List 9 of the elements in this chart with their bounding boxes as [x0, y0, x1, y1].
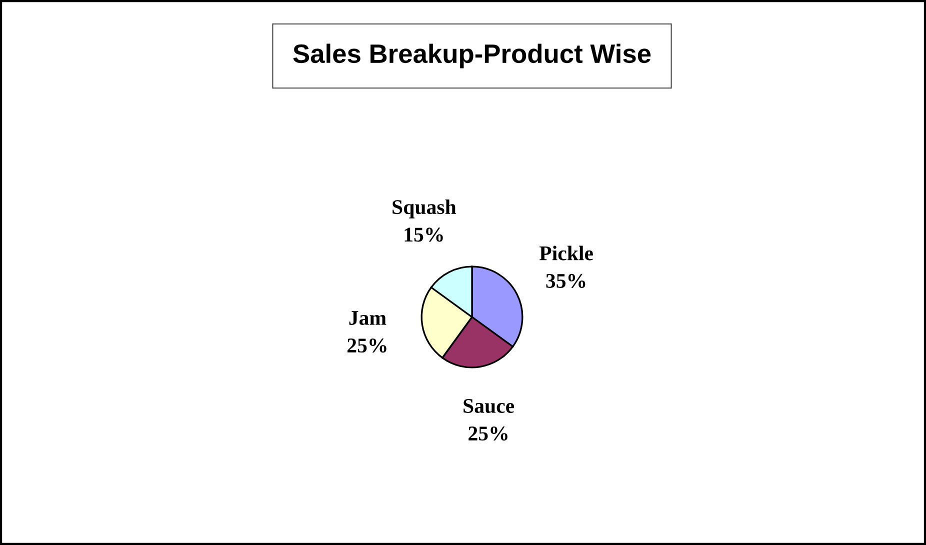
- chart-title: Sales Breakup-Product Wise: [293, 44, 651, 68]
- data-label: 25%: [348, 338, 386, 353]
- slice-label: Pickle: [539, 246, 593, 260]
- data-label: 25%: [468, 426, 508, 441]
- slice-label: Jam: [349, 311, 386, 325]
- slice-label: Sauce: [464, 398, 514, 414]
- data-label: 35%: [546, 274, 586, 288]
- slice-label: Squash: [392, 199, 456, 218]
- data-label: 15%: [404, 228, 443, 242]
